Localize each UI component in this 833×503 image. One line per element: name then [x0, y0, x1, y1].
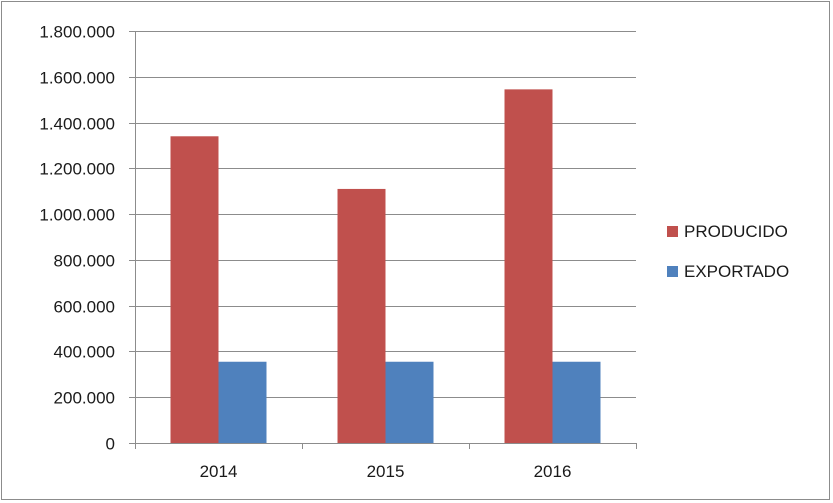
- y-tick-label: 1.200.000: [39, 160, 115, 179]
- bar-exportado-2014: [218, 361, 267, 443]
- bar-producido-2015: [337, 188, 386, 443]
- bar-producido-2014: [170, 136, 219, 444]
- y-tick-label: 200.000: [54, 389, 115, 408]
- bar-producido-2016: [504, 89, 553, 443]
- y-tick-label: 600.000: [54, 298, 115, 317]
- legend: PRODUCIDO EXPORTADO: [667, 222, 789, 281]
- x-tick-label: 2015: [367, 462, 405, 481]
- legend-label-exportado: EXPORTADO: [684, 262, 789, 281]
- x-tick-label: 2014: [200, 462, 238, 481]
- x-tick-label: 2016: [534, 462, 572, 481]
- y-tick-label: 400.000: [54, 343, 115, 362]
- bar-exportado-2016: [552, 361, 601, 443]
- y-axis-tick-labels: 0 200.000 400.000 600.000 800.000 1.000.000 1.…: [39, 23, 115, 454]
- y-tick-label: 1.000.000: [39, 206, 115, 225]
- legend-swatch-producido: [667, 226, 678, 237]
- y-tick-label: 1.800.000: [39, 23, 115, 42]
- y-tick-label: 1.400.000: [39, 115, 115, 134]
- bar-exportado-2015: [385, 361, 434, 443]
- axes: [129, 31, 637, 449]
- bars: [170, 89, 601, 444]
- y-tick-label: 1.600.000: [39, 69, 115, 88]
- legend-swatch-exportado: [667, 266, 678, 277]
- legend-label-producido: PRODUCIDO: [684, 222, 788, 241]
- y-tick-label: 0: [106, 435, 115, 454]
- x-axis-tick-labels: 2014 2015 2016: [200, 462, 572, 481]
- y-tick-label: 800.000: [54, 252, 115, 271]
